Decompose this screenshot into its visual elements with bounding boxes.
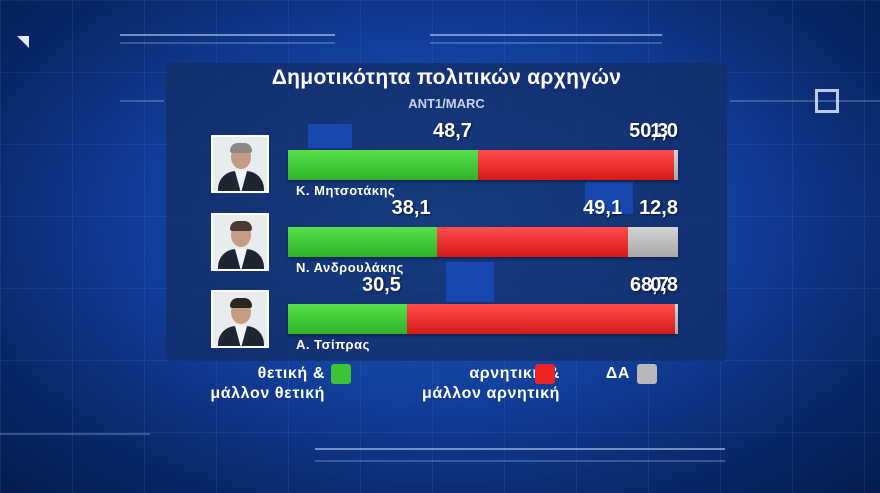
value-label-dk: 12,8 xyxy=(639,197,678,219)
legend-dk-label: ΔΑ xyxy=(590,364,630,384)
bar-segment-dk xyxy=(674,304,678,334)
legend-positive-line1: θετική & xyxy=(257,365,325,382)
value-label-negative: 50,3 xyxy=(629,120,669,142)
bar-row-1 xyxy=(288,150,678,180)
leader-name: Κ. Μητσοτάκης xyxy=(296,183,396,198)
corner-triangle-icon xyxy=(17,36,29,48)
legend-dk-line1: ΔΑ xyxy=(605,365,630,382)
bar-segment-negative xyxy=(406,304,675,334)
bar-segment-dk xyxy=(674,150,678,180)
chart-title: Δημοτικότητα πολιτικών αρχηγών xyxy=(271,66,622,89)
legend-negative-line1: αρνητική & xyxy=(469,365,560,382)
bar-segment-positive xyxy=(288,304,407,334)
value-label-dk: 1,0 xyxy=(650,120,678,142)
decor-line xyxy=(315,448,725,450)
decor-line xyxy=(430,34,662,36)
bar-segment-negative xyxy=(477,150,675,180)
decor-line xyxy=(315,460,725,462)
legend-negative-label: αρνητική & μάλλον αρνητική xyxy=(380,364,560,404)
bar-segment-positive xyxy=(288,150,478,180)
legend-positive-line2: μάλλον θετική xyxy=(210,385,325,402)
decor-block xyxy=(585,182,633,214)
legend-negative-line2: μάλλον αρνητική xyxy=(421,385,560,402)
square-outline-icon xyxy=(815,89,839,113)
leader-photo-2 xyxy=(211,213,269,271)
value-label-dk: 0,8 xyxy=(650,274,678,296)
leader-name: Α. Τσίπρας xyxy=(296,337,370,352)
legend-negative-swatch xyxy=(535,364,555,384)
decor-line xyxy=(730,100,880,102)
decor-block xyxy=(308,124,352,148)
value-label-positive: 48,7 xyxy=(432,120,472,142)
bar-row-3 xyxy=(288,304,678,334)
photo-hair xyxy=(230,221,252,231)
leader-photo-3 xyxy=(211,290,269,348)
decor-line xyxy=(120,34,335,36)
bar-segment-negative xyxy=(436,227,629,257)
photo-hair xyxy=(230,298,252,308)
decor-line xyxy=(120,42,335,44)
decor-line xyxy=(430,42,662,44)
legend-positive-swatch xyxy=(331,364,351,384)
bar-row-2 xyxy=(288,227,678,257)
bar-segment-positive xyxy=(288,227,437,257)
value-label-positive: 30,5 xyxy=(362,274,401,296)
decor-line xyxy=(0,433,150,435)
bar-segment-dk xyxy=(628,227,678,257)
value-label-negative: 68,7 xyxy=(629,274,669,296)
legend-dk-swatch xyxy=(637,364,657,384)
leader-photo-1 xyxy=(211,135,269,193)
decor-block xyxy=(446,262,494,302)
value-label-negative: 49,1 xyxy=(583,197,623,219)
chart-source: ANT1/MARC xyxy=(408,96,485,111)
decor-line xyxy=(120,100,164,102)
photo-hair xyxy=(230,143,252,153)
value-label-positive: 38,1 xyxy=(391,197,431,219)
legend-positive-label: θετική & μάλλον θετική xyxy=(180,364,325,404)
leader-name: Ν. Ανδρουλάκης xyxy=(296,260,404,275)
